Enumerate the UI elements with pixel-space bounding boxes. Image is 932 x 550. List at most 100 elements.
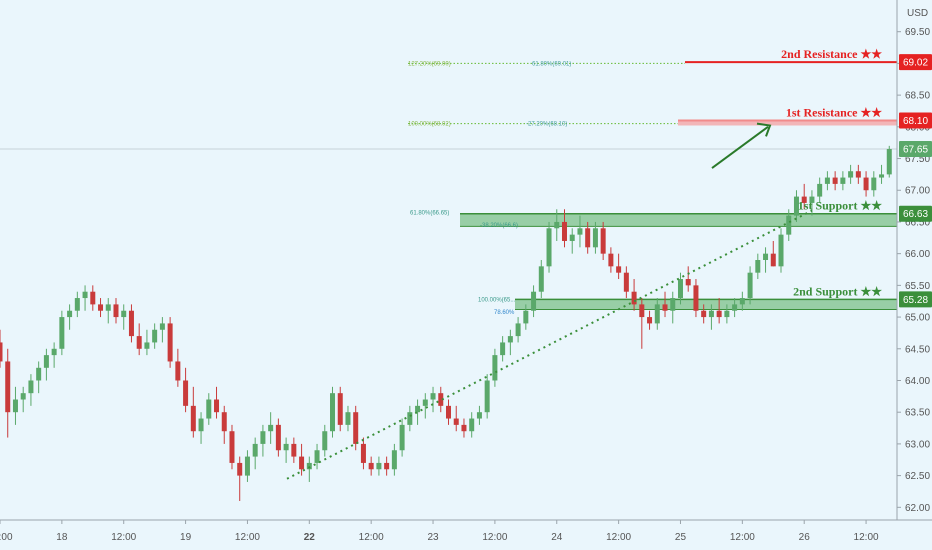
candle-body — [809, 196, 815, 203]
candle-body — [159, 323, 165, 330]
y-tick-label: 67.50 — [905, 154, 930, 165]
candle-body — [252, 443, 258, 457]
candles — [0, 145, 892, 501]
candle-body — [291, 443, 297, 457]
candle-body — [832, 177, 838, 184]
candle-body — [507, 336, 513, 343]
fib-label: 100.00%(68.02) — [408, 122, 451, 128]
y-tick-label: 63.50 — [905, 408, 930, 419]
y-tick-label: 66.00 — [905, 249, 930, 260]
candle-body — [384, 462, 390, 470]
candle-body — [121, 310, 127, 318]
candle-body — [701, 310, 707, 318]
support-zone — [460, 213, 897, 227]
x-tick-label: 12:00 — [235, 532, 260, 543]
candle-body — [476, 412, 482, 419]
price-tag — [899, 112, 932, 129]
y-tick-label: 66.50 — [905, 217, 930, 228]
candle-body — [561, 221, 567, 241]
x-tick-label: 12:00 — [482, 532, 507, 543]
candle-body — [275, 424, 281, 451]
y-tick-label: 68.50 — [905, 91, 930, 102]
price-tag — [899, 205, 932, 222]
candle-body — [763, 253, 769, 260]
fib-label: 78.60% — [494, 310, 515, 316]
candle-body — [299, 456, 305, 470]
candle-body — [554, 221, 560, 229]
candle-body — [314, 450, 320, 463]
y-tick-label: 67.00 — [905, 186, 930, 197]
projection-arrow — [711, 126, 769, 169]
candle-body — [175, 361, 181, 381]
candle-body — [848, 171, 854, 178]
fib-label: 127.20%(69.00) — [408, 61, 451, 67]
resistance-zone — [678, 119, 897, 126]
candle-body — [623, 272, 629, 292]
candle-body — [306, 462, 312, 470]
candle-body — [662, 304, 668, 311]
candle-body — [592, 228, 598, 248]
candle-body — [391, 450, 397, 470]
level-label: 1st Support ★★ — [798, 199, 882, 213]
candle-body — [616, 266, 622, 273]
support-zone — [515, 299, 897, 310]
candle-body — [90, 291, 96, 305]
candle-body — [43, 355, 49, 368]
price-tag-value: 66.63 — [903, 209, 928, 220]
level-label: 1st Resistance ★★ — [786, 105, 882, 119]
candle-body — [12, 399, 18, 413]
candle-body — [229, 431, 235, 463]
candle-body — [438, 393, 444, 406]
candle-body — [152, 329, 158, 343]
x-tick-label: 22 — [304, 532, 316, 543]
overlays: 2nd Resistance ★★ 1st Resistance ★★ 1st Su… — [286, 47, 882, 480]
candle-body — [20, 393, 26, 400]
candle-body — [322, 431, 328, 451]
y-tick-label: 62.00 — [905, 503, 930, 514]
candle-body — [430, 393, 436, 400]
price-tag-value: 65.28 — [903, 295, 928, 306]
candle-body — [113, 304, 119, 318]
arrow-head — [756, 122, 772, 137]
candle-body — [461, 424, 467, 432]
candle-body — [654, 304, 660, 324]
candle-body — [5, 361, 11, 413]
x-tick-label: 24 — [551, 532, 563, 543]
candle-body — [167, 323, 173, 362]
candle-body — [786, 215, 792, 235]
price-tag — [899, 54, 932, 71]
candle-body — [863, 177, 869, 191]
y-tick-label: 64.50 — [905, 344, 930, 355]
candle-body — [685, 279, 691, 286]
x-tick-label: 12:00 — [0, 532, 13, 543]
candle-body — [639, 304, 645, 318]
x-tick-label: 23 — [427, 532, 439, 543]
price-tag-value: 69.02 — [903, 58, 928, 69]
candle-body — [716, 310, 722, 318]
candle-body — [546, 228, 552, 267]
candle-body — [608, 253, 614, 267]
y-tick-label: 65.50 — [905, 281, 930, 292]
candle-body — [871, 177, 877, 191]
y-tick-label: 64.00 — [905, 376, 930, 387]
x-tick-label: 12:00 — [606, 532, 631, 543]
price-axis-panel — [897, 0, 932, 550]
candle-body — [855, 171, 861, 178]
candle-body — [879, 174, 885, 178]
fib-label: -27.20%(68.10) — [526, 122, 567, 128]
x-tick-label: 18 — [56, 532, 68, 543]
candle-body — [492, 355, 498, 381]
candle-body — [569, 234, 575, 241]
candle-body — [330, 393, 336, 432]
candle-body — [368, 462, 374, 470]
candle-body — [739, 298, 745, 305]
candle-body — [0, 342, 3, 362]
candle-body — [778, 234, 784, 267]
candle-body — [268, 424, 274, 432]
candle-body — [36, 367, 42, 381]
candle-body — [523, 310, 529, 324]
candle-body — [98, 304, 104, 311]
candle-body — [353, 412, 359, 444]
candle-body — [647, 317, 653, 324]
